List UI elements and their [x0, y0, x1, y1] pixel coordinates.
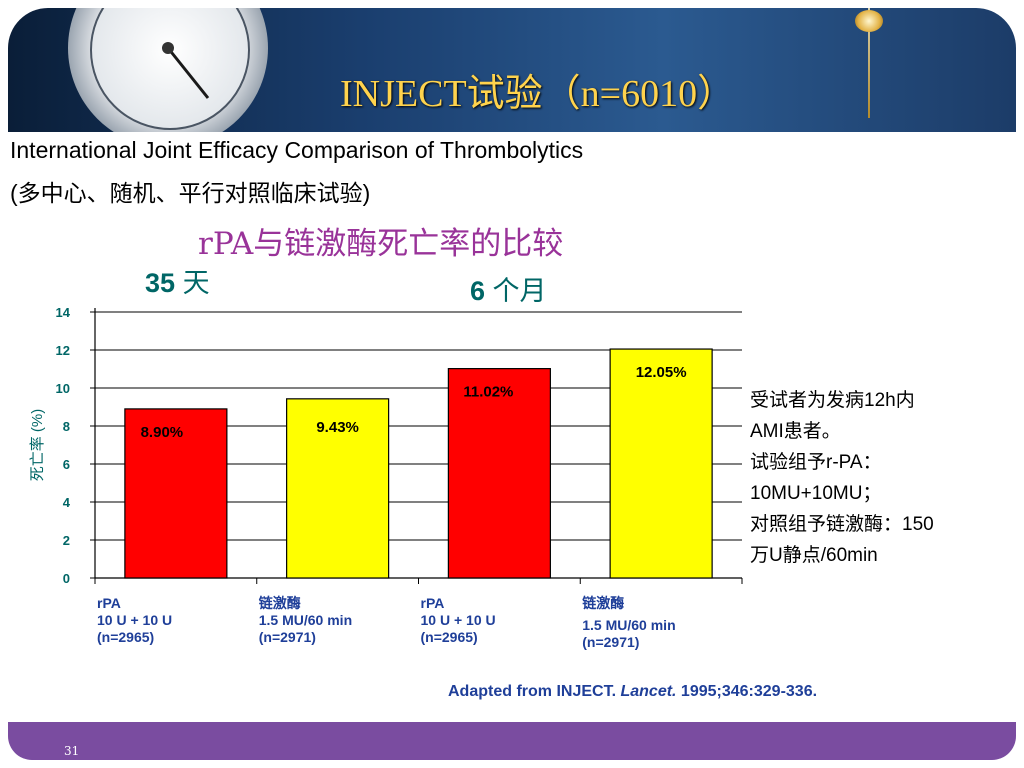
- header-banner: [8, 8, 1016, 132]
- bar: [286, 398, 390, 579]
- y-tick-label: 6: [63, 457, 70, 472]
- bar: [609, 348, 713, 579]
- category-label: rPA: [97, 595, 121, 611]
- note-line: 受试者为发病12h内: [750, 390, 915, 411]
- y-tick-label: 4: [63, 495, 71, 510]
- page-title: INJECT试验（n=6010）: [340, 73, 736, 115]
- subtitle-english: International Joint Efficacy Comparison …: [10, 137, 584, 163]
- subtitle-chinese: (多中心、随机、平行对照临床试验): [10, 180, 371, 206]
- lamp-cord: [868, 8, 870, 118]
- source-citation: Adapted from INJECT. Lancet. 1995;346:32…: [448, 683, 818, 700]
- y-tick-label: 2: [63, 533, 70, 548]
- y-tick-label: 8: [63, 419, 70, 434]
- chart-title: rPA与链激酶死亡率的比较: [198, 226, 564, 262]
- gauge-image: [68, 8, 268, 132]
- note-line: AMI患者。: [750, 421, 841, 442]
- note-line: 试验组予r-PA：: [750, 452, 882, 473]
- category-label: 1.5 MU/60 min: [259, 612, 352, 628]
- y-tick-label: 10: [56, 381, 70, 396]
- category-label: (n=2971): [582, 634, 639, 650]
- category-label: (n=2971): [259, 629, 316, 645]
- y-tick-label: 12: [56, 343, 70, 358]
- category-label: 10 U + 10 U: [421, 612, 496, 628]
- footer-bar: [8, 722, 1016, 760]
- category-label: 链激酶: [259, 595, 301, 611]
- data-label: 11.02%: [463, 384, 513, 401]
- data-label: 8.90%: [141, 424, 184, 441]
- lamp-bulb: [855, 10, 883, 32]
- category-label: rPA: [421, 595, 445, 611]
- category-label: (n=2965): [97, 629, 154, 645]
- note-line: 对照组予链激酶：150: [750, 514, 934, 535]
- period-label-6-months: 6 个月: [470, 276, 547, 306]
- note-line: 10MU+10MU；: [750, 483, 882, 504]
- y-tick-label: 0: [63, 571, 70, 586]
- category-label: 10 U + 10 U: [97, 612, 172, 628]
- bar: [124, 408, 228, 579]
- y-axis-label: 死亡率 (%): [29, 409, 46, 482]
- category-label: 链激酶: [582, 595, 624, 611]
- data-label: 9.43%: [316, 419, 359, 436]
- category-label: (n=2965): [421, 629, 478, 645]
- note-line: 万U静点/60min: [750, 545, 878, 566]
- y-tick-label: 14: [56, 305, 71, 320]
- bar: [447, 368, 551, 579]
- page-number: 31: [64, 744, 80, 758]
- data-label: 12.05%: [636, 364, 687, 381]
- period-label-35-days: 35 天: [145, 268, 210, 298]
- trial-note: 受试者为发病12h内 AMI患者。 试验组予r-PA： 10MU+10MU； 对…: [750, 385, 1010, 571]
- category-label: 1.5 MU/60 min: [582, 617, 675, 633]
